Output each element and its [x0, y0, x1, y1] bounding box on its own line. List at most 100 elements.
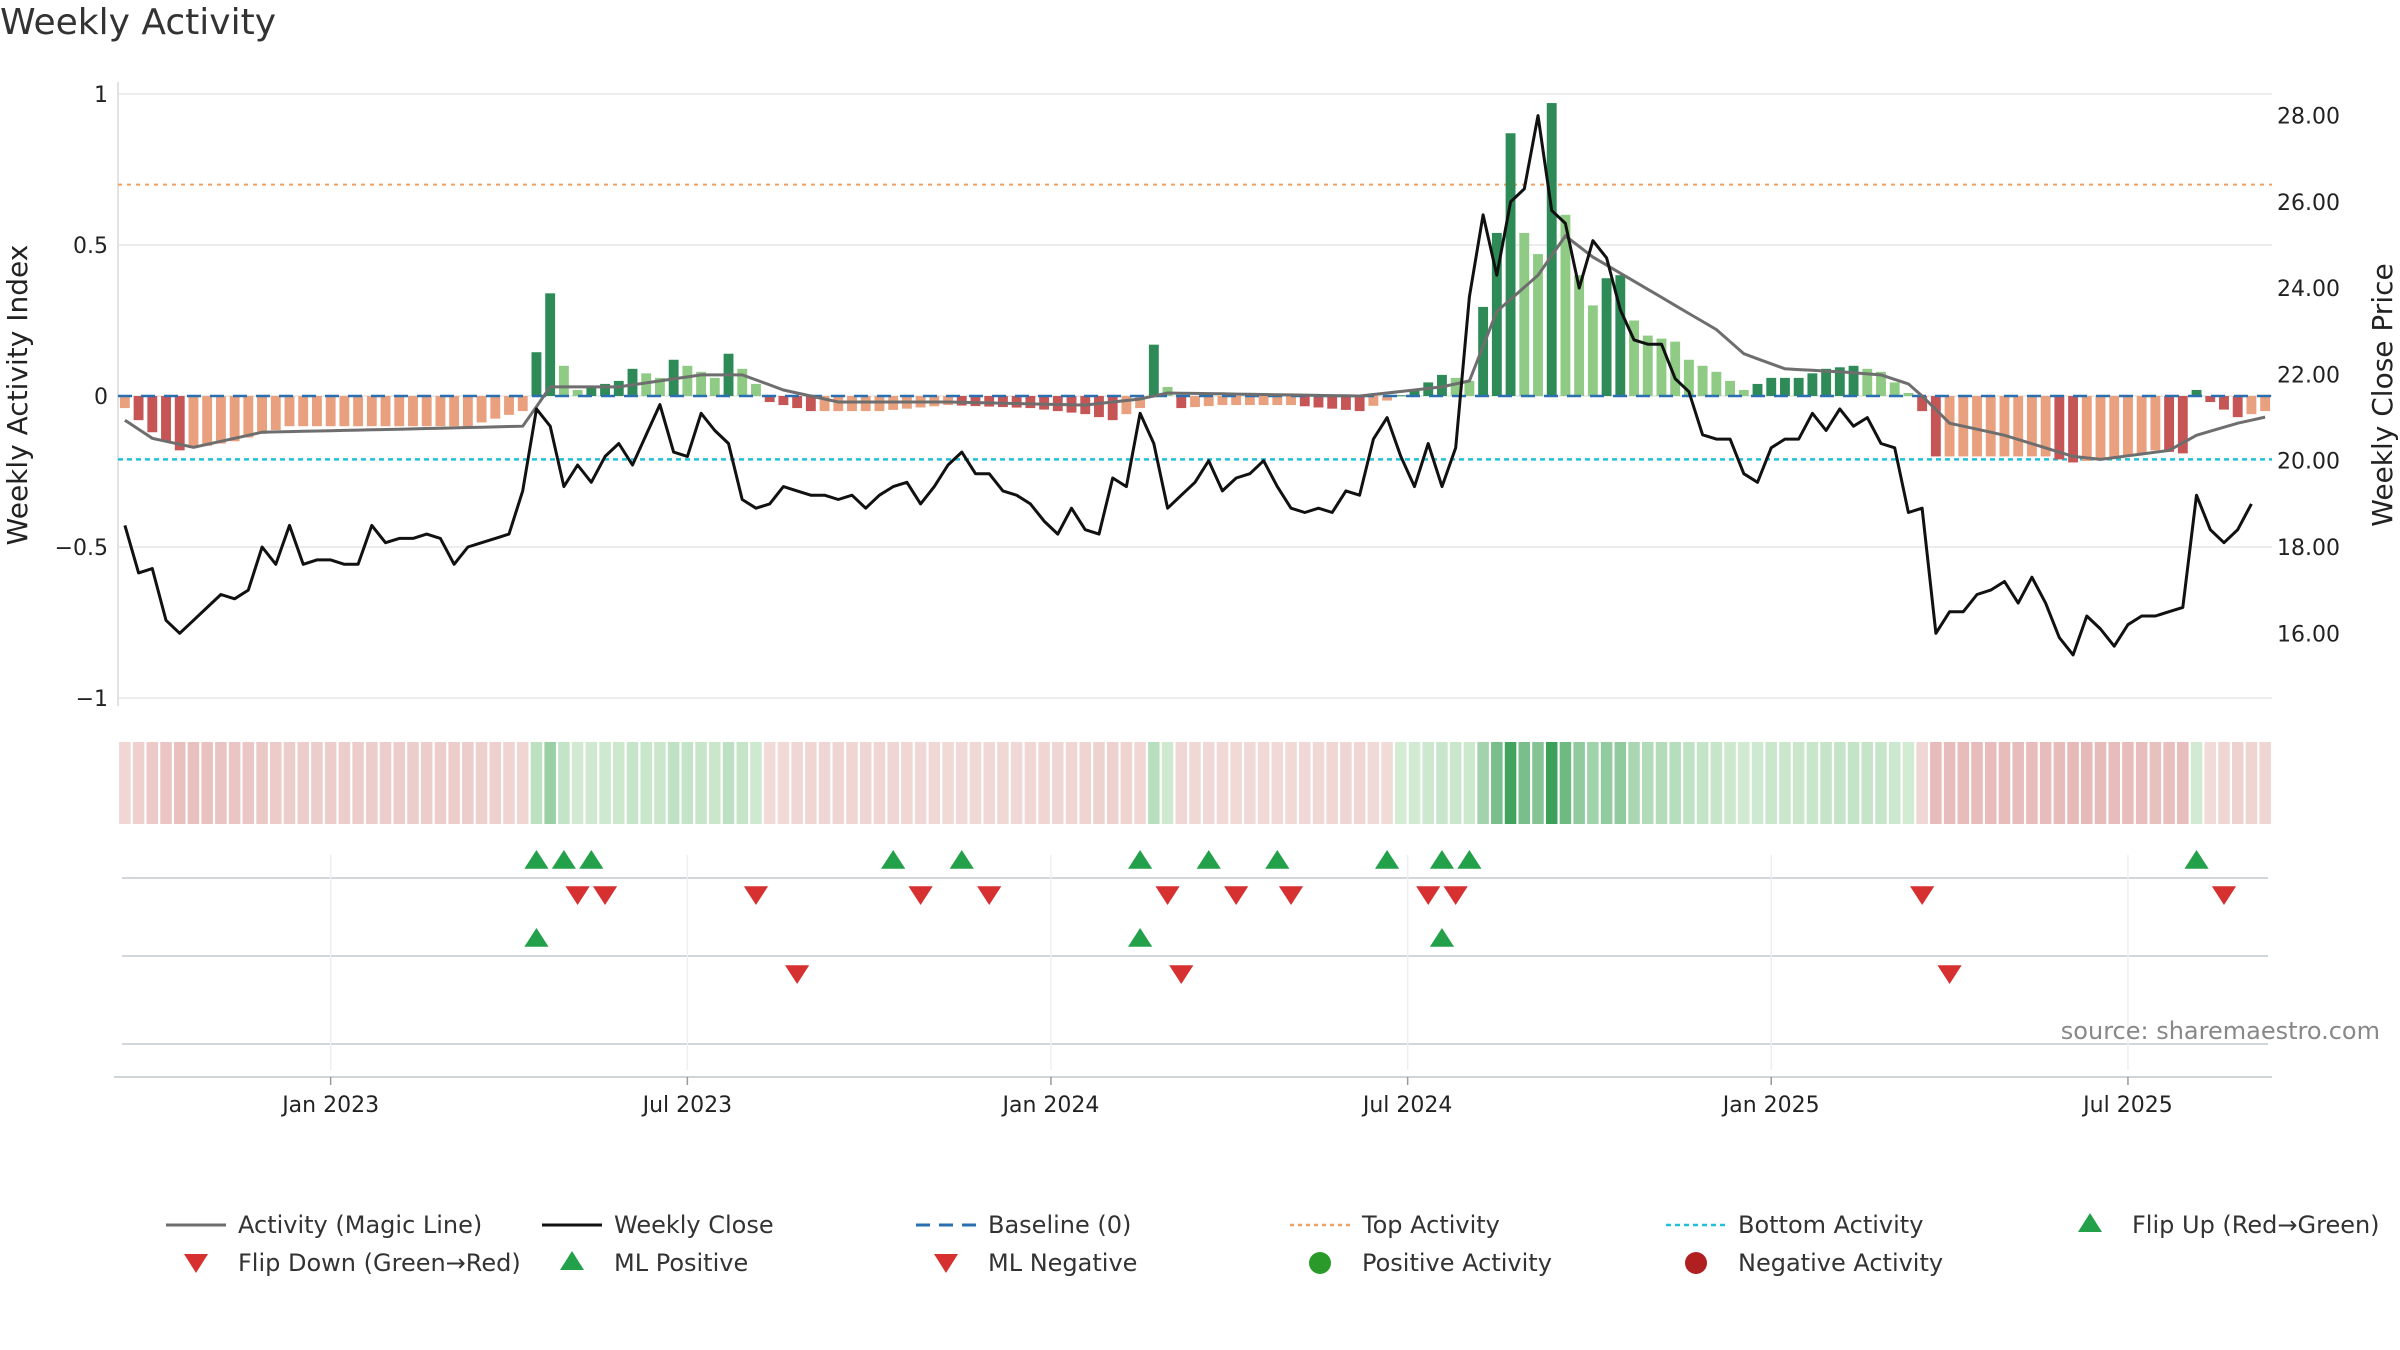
strip-cell	[1408, 742, 1421, 824]
flip-up-marker	[1128, 850, 1153, 869]
legend-marker	[934, 1254, 958, 1273]
strip-cell	[709, 742, 721, 824]
activity-bar	[1917, 396, 1928, 412]
strip-cell	[667, 742, 680, 824]
activity-bar	[1533, 254, 1543, 396]
strip-cell	[1106, 742, 1119, 824]
strip-cell	[1738, 742, 1750, 824]
strip-cell	[2135, 742, 2148, 824]
strip-cell	[640, 742, 652, 824]
strip-cell	[2067, 742, 2079, 824]
strip-cell	[1765, 742, 1777, 824]
strip-cell	[571, 742, 584, 824]
activity-bar	[586, 386, 597, 396]
strip-cell	[1065, 742, 1078, 824]
activity-bar	[613, 380, 624, 396]
activity-bar	[2136, 396, 2147, 454]
legend-item: ML Positive	[560, 1249, 748, 1277]
strip-cell	[1998, 742, 2011, 824]
flip-up-marker	[949, 850, 974, 869]
x-tick-label: Jul 2025	[2081, 1093, 2173, 1118]
activity-bar	[1587, 305, 1598, 396]
strip-cell	[173, 742, 186, 824]
left-tick-label: −0.5	[55, 536, 108, 561]
activity-bar	[2068, 396, 2079, 463]
strip-cell	[2039, 742, 2052, 824]
strip-cell	[448, 742, 460, 824]
legend-label: ML Negative	[988, 1249, 1137, 1277]
ml-positive-marker	[1128, 928, 1153, 947]
activity-bar	[847, 396, 857, 412]
strip-cell	[1024, 742, 1037, 824]
right-tick-label: 20.00	[2277, 450, 2340, 475]
legend-label: Activity (Magic Line)	[238, 1211, 482, 1239]
activity-bar	[435, 396, 446, 427]
activity-bar	[1203, 396, 1214, 407]
strip-cell	[654, 742, 666, 824]
legend-item: Positive Activity	[1309, 1249, 1552, 1277]
activity-bar	[229, 396, 240, 442]
activity-bar	[2164, 396, 2175, 452]
left-tick-label: 1	[94, 83, 108, 108]
strip-cell	[489, 742, 502, 824]
ml-positive-marker	[1429, 928, 1455, 947]
legend-label: Bottom Activity	[1738, 1211, 1923, 1239]
strip-cell	[393, 742, 406, 824]
strip-cell	[1779, 742, 1791, 824]
activity-bar	[394, 396, 405, 427]
activity-bar	[2246, 396, 2257, 415]
strip-cell	[2012, 742, 2024, 824]
activity-bar	[1889, 382, 1900, 396]
activity-bar	[1272, 396, 1283, 406]
activity-bar	[1478, 306, 1489, 396]
strip-cell	[1834, 742, 1846, 824]
activity-bar	[792, 396, 803, 409]
strip-cell	[1298, 742, 1311, 824]
activity-bar	[202, 396, 213, 446]
activity-bar	[408, 396, 418, 427]
activity-bar	[1299, 396, 1310, 407]
activity-bar	[737, 368, 748, 396]
activity-bar	[1217, 396, 1228, 406]
activity-bar	[133, 396, 144, 421]
strip-cell	[338, 742, 351, 824]
activity-bar	[2232, 396, 2243, 418]
activity-bar	[654, 377, 665, 396]
strip-cell	[2094, 742, 2107, 824]
strip-cell	[2149, 742, 2162, 824]
strip-cell	[2163, 742, 2175, 824]
strip-cell	[1216, 742, 1229, 824]
activity-bar	[1601, 278, 1612, 396]
strip-cell	[1038, 742, 1050, 824]
strip-cell	[613, 742, 625, 824]
activity-bar	[284, 396, 295, 427]
strip-cell	[1518, 742, 1531, 824]
activity-bar	[641, 373, 652, 396]
strip-cell	[379, 742, 392, 824]
strip-cell	[1120, 742, 1133, 824]
strip-cell	[1600, 742, 1613, 824]
legend-item: ML Negative	[934, 1249, 1137, 1277]
strip-cell	[311, 742, 323, 824]
strip-cell	[1202, 742, 1215, 824]
strip-cell	[516, 742, 529, 824]
legend-label: Weekly Close	[614, 1211, 774, 1239]
legend-item: Negative Activity	[1685, 1249, 1943, 1277]
strip-cell	[1244, 742, 1256, 824]
legend-marker	[560, 1251, 584, 1270]
strip-cell	[1792, 742, 1805, 824]
legend-label: ML Positive	[614, 1249, 748, 1277]
activity-bar	[531, 352, 542, 396]
activity-bar	[1670, 341, 1681, 396]
activity-bar	[215, 396, 226, 444]
strip-cell	[187, 742, 200, 824]
flip-down-marker	[2211, 886, 2237, 905]
activity-bar	[833, 396, 844, 412]
x-tick-label: Jan 2023	[280, 1093, 379, 1118]
strip-cell	[1079, 742, 1092, 824]
strip-cell	[1532, 742, 1544, 824]
activity-bar	[600, 383, 610, 396]
strip-cell	[983, 742, 995, 824]
legend-label: Baseline (0)	[988, 1211, 1131, 1239]
activity-bar	[1683, 359, 1694, 396]
